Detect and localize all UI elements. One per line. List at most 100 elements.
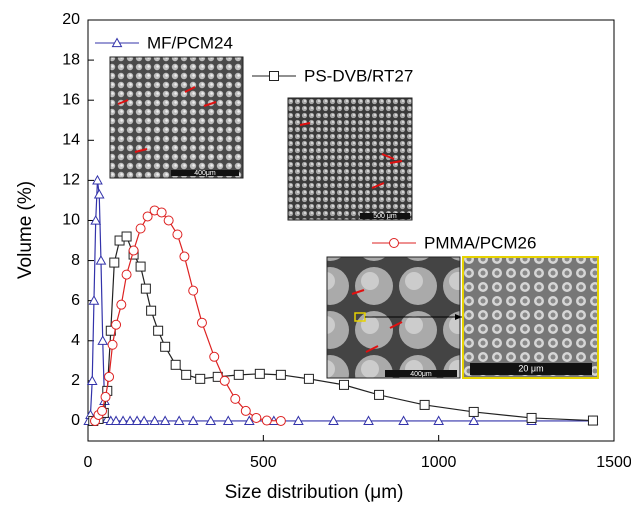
marker (131, 415, 143, 426)
marker (179, 251, 190, 262)
marker (188, 285, 199, 296)
x-tick-label: 0 (84, 454, 93, 471)
marker (303, 373, 314, 384)
x-tick-label: 1000 (421, 454, 457, 471)
y-axis-label: Volume (%) (15, 181, 36, 279)
marker (111, 37, 123, 48)
y-tick-label: 2 (71, 372, 80, 389)
marker (240, 405, 251, 416)
marker (468, 415, 480, 426)
marker (222, 415, 234, 426)
marker (121, 231, 132, 242)
legend-label: MF/PCM24 (147, 33, 233, 52)
y-tick-label: 12 (62, 172, 80, 189)
marker (146, 305, 157, 316)
scale-label: 20 μm (518, 363, 543, 373)
marker (142, 211, 153, 222)
marker (526, 412, 537, 423)
marker (219, 375, 230, 386)
marker (128, 245, 139, 256)
marker (160, 341, 171, 352)
marker (97, 335, 109, 345)
y-tick-label: 20 (62, 11, 80, 28)
marker (92, 174, 103, 185)
y-tick-label: 8 (71, 252, 80, 269)
marker (363, 415, 374, 426)
sem-images: 400μm 500 μm 400μm 20 μm (109, 56, 599, 379)
sem-image (109, 56, 244, 179)
scale-label: 500 μm (373, 213, 397, 220)
y-tick-label: 0 (71, 412, 80, 429)
plot-frame (87, 19, 615, 442)
marker (163, 215, 174, 226)
marker (230, 393, 241, 404)
marker (172, 229, 183, 240)
scale-bar (385, 370, 457, 377)
marker (95, 255, 107, 265)
marker (116, 299, 127, 310)
marker (587, 415, 598, 426)
marker (135, 223, 146, 234)
legend-label: PMMA/PCM26 (424, 233, 536, 252)
marker (90, 214, 102, 225)
marker (233, 369, 244, 380)
marker (389, 238, 399, 248)
marker (275, 415, 286, 426)
marker (328, 415, 339, 426)
marker (140, 283, 151, 294)
zoom-arrow-head (455, 314, 462, 320)
series-line (93, 235, 593, 422)
x-tick-label: 500 (250, 454, 277, 471)
marker (153, 325, 164, 336)
marker (209, 351, 220, 362)
y-tick-label: 16 (62, 91, 80, 108)
marker (398, 415, 409, 426)
scale-bar (171, 170, 239, 176)
scale-bar (360, 213, 410, 219)
y-tick-label: 4 (71, 332, 80, 349)
marker (251, 412, 262, 423)
marker (187, 415, 199, 426)
sem-image (462, 256, 599, 379)
marker (243, 415, 255, 426)
marker (109, 257, 120, 268)
x-tick-label: 1500 (596, 454, 631, 471)
red-arrows (117, 86, 403, 353)
y-tick-label: 18 (62, 51, 80, 68)
marker (181, 369, 192, 380)
marker (104, 371, 115, 382)
marker (261, 415, 272, 426)
marker (419, 399, 430, 410)
marker (468, 406, 479, 417)
marker (111, 319, 122, 330)
scale-label: 400μm (410, 371, 432, 378)
marker (121, 269, 132, 280)
y-tick-label: 14 (62, 132, 80, 149)
marker (135, 261, 146, 272)
scale-bar (470, 363, 592, 375)
marker (269, 71, 279, 81)
marker (205, 415, 217, 426)
marker (173, 415, 185, 426)
marker (275, 369, 286, 380)
marker (293, 415, 304, 426)
y-tick-label: 6 (71, 292, 80, 309)
marker (338, 379, 349, 390)
marker (196, 317, 207, 328)
marker (124, 415, 136, 426)
scale-label: 400μm (194, 170, 216, 177)
marker (374, 389, 385, 400)
sem-image (287, 97, 413, 221)
legend-label: PS-DVB/RT27 (304, 66, 413, 85)
marker (138, 415, 150, 426)
x-axis-label: Size distribution (μm) (225, 482, 404, 503)
marker (149, 415, 160, 426)
marker (86, 375, 98, 385)
marker (195, 373, 206, 384)
y-tick-label: 10 (62, 212, 80, 229)
marker (170, 359, 181, 370)
marker (117, 415, 129, 426)
marker (110, 415, 122, 426)
marker (159, 415, 171, 426)
marker (97, 405, 108, 416)
